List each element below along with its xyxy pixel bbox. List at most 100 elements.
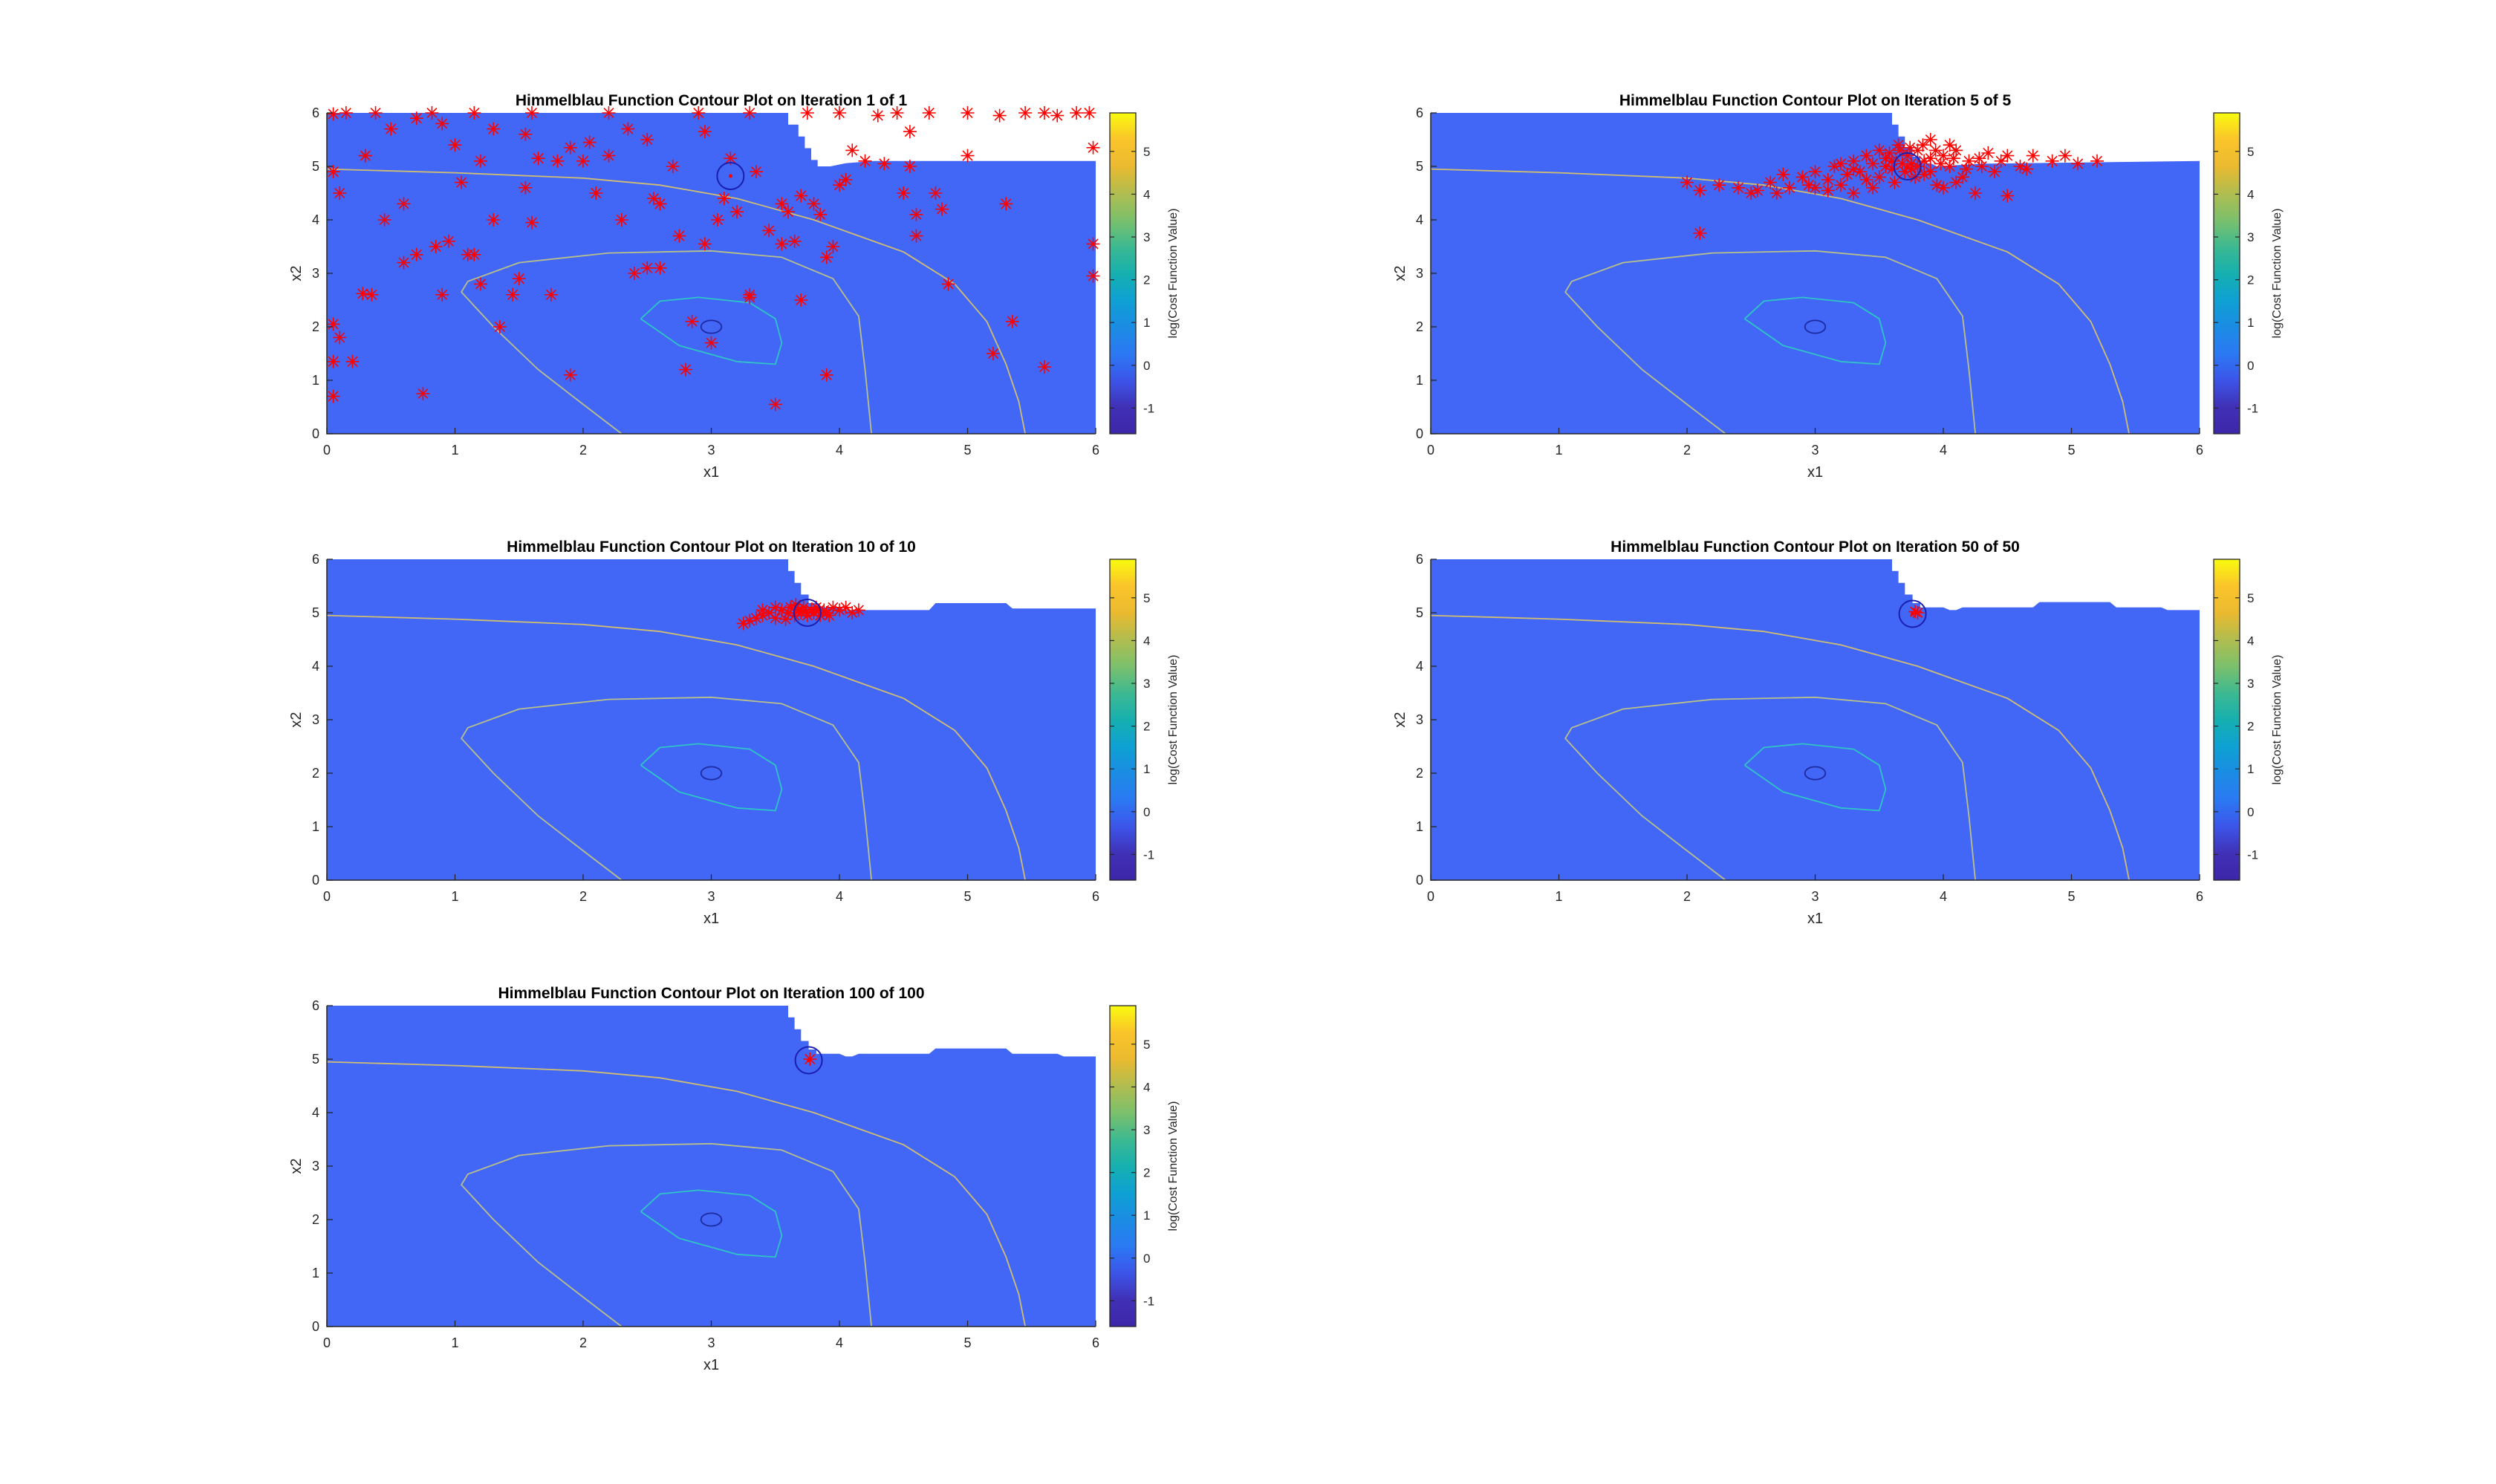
particle-marker — [871, 108, 885, 123]
x-axis-label: x1 — [703, 911, 719, 927]
particle-marker — [1764, 175, 1778, 189]
particle-marker — [435, 117, 449, 131]
chart-title: Himmelblau Function Contour Plot on Iter… — [1619, 92, 2012, 109]
particle-marker — [1086, 269, 1100, 283]
particle-marker — [326, 354, 340, 368]
particle-marker — [768, 397, 782, 411]
particle-marker — [1834, 178, 1847, 192]
particle-marker — [474, 154, 487, 168]
x-tick-label: 1 — [451, 889, 458, 904]
x-tick-label: 1 — [1555, 443, 1562, 458]
particle-marker — [794, 189, 808, 203]
particle-marker — [1769, 186, 1784, 200]
particle-marker — [736, 616, 750, 631]
particle-marker — [851, 603, 865, 617]
particle-marker — [435, 287, 449, 302]
colorbar-label: log(Cost Function Value) — [2271, 209, 2284, 339]
particle-marker — [550, 154, 565, 168]
particle-marker — [1972, 152, 1986, 166]
colorbar-tick-label: 1 — [1143, 316, 1150, 330]
colorbar-tick-label: 2 — [1143, 720, 1150, 734]
x-axis-label: x1 — [703, 464, 719, 481]
x-tick-label: 4 — [1940, 889, 1947, 904]
particle-marker — [1776, 167, 1790, 181]
x-tick-label: 5 — [963, 443, 971, 458]
x-tick-label: 2 — [1683, 443, 1691, 458]
particle-marker — [1847, 186, 1861, 200]
particle-marker — [992, 108, 1007, 123]
particle-marker — [775, 603, 789, 617]
x-tick-label: 4 — [836, 443, 843, 458]
y-tick-label: 0 — [1416, 426, 1423, 441]
particle-marker — [800, 106, 814, 120]
particle-marker — [1038, 360, 1051, 374]
contour-minimum — [700, 1212, 723, 1227]
y-axis-label: x2 — [288, 712, 305, 727]
particle-marker — [768, 611, 782, 625]
x-tick-label: 4 — [836, 1335, 843, 1350]
particle-marker — [775, 237, 789, 251]
particle-marker — [1917, 167, 1931, 181]
best-position-dot — [1911, 611, 1915, 616]
colorbar-tick-label: 0 — [2247, 805, 2254, 819]
particles — [1908, 605, 1925, 619]
contour-minimum — [700, 319, 723, 334]
particle-marker — [897, 186, 911, 200]
subplot-1: 0 1 2 3 4 5 6 0 1 2 3 4 5 6 x1 x2 Himmelblau Function Co… — [288, 92, 1180, 481]
y-tick-label: 0 — [312, 426, 319, 441]
particle-marker — [717, 192, 731, 206]
particle-marker — [409, 247, 423, 261]
contour-line-3 — [1743, 296, 1887, 365]
particle-marker — [1808, 165, 1822, 179]
particle-marker — [1882, 146, 1897, 160]
particle-marker — [909, 229, 923, 243]
particle-marker — [525, 106, 539, 120]
colorbar-tick-label: 3 — [1143, 677, 1150, 691]
particle-marker — [358, 149, 372, 163]
particle-marker — [987, 347, 1000, 360]
colorbar-tick-label: 0 — [1143, 805, 1150, 819]
colorbar-tick-label: 1 — [2247, 316, 2254, 330]
subplot-4: 0 1 2 3 4 5 6 0 1 2 3 4 5 6 x1 x2 Himmelblau Function Co… — [1392, 538, 2284, 927]
particles — [736, 598, 865, 631]
x-tick-label: 3 — [1811, 889, 1819, 904]
particle-marker — [781, 205, 795, 219]
colorbar-label: log(Cost Function Value) — [1167, 655, 1180, 785]
particle-marker — [2071, 157, 2085, 171]
y-axis-label: x2 — [1392, 712, 1408, 727]
particle-marker — [858, 154, 872, 168]
contour-lines — [1431, 168, 2130, 434]
particle-marker — [441, 234, 455, 248]
particle-marker — [890, 106, 904, 120]
particle-marker — [807, 197, 821, 211]
colorbar-tick-label: 1 — [2247, 762, 2254, 776]
y-tick-label: 3 — [312, 266, 319, 281]
particle-marker — [506, 287, 520, 302]
particle-marker — [1943, 160, 1957, 173]
contour-line-1 — [327, 614, 1026, 880]
particle-marker — [1821, 173, 1835, 186]
particle-marker — [1680, 175, 1694, 189]
particle-marker — [1937, 149, 1950, 163]
particle-marker — [1082, 106, 1096, 120]
particle-marker — [1086, 237, 1100, 251]
particle-marker — [796, 600, 810, 614]
contour-minimum — [700, 766, 723, 781]
colorbar-tick-label: 4 — [2247, 634, 2254, 648]
particle-marker — [698, 237, 712, 251]
particle-marker — [1916, 138, 1930, 152]
particle-marker — [455, 175, 469, 189]
colorbar-tick-label: 0 — [1143, 359, 1150, 373]
particle-marker — [755, 603, 770, 617]
particle-marker — [730, 205, 744, 219]
particle-marker — [1895, 157, 1909, 171]
particle-marker — [1923, 133, 1937, 146]
particle-marker — [512, 272, 526, 286]
best-position-dot — [728, 174, 732, 178]
x-tick-label: 3 — [707, 443, 715, 458]
particle-marker — [356, 287, 370, 301]
contour-fill — [327, 113, 1096, 434]
particle-marker — [1893, 143, 1907, 157]
particle-marker — [698, 125, 712, 139]
best-position-dot — [805, 611, 810, 615]
